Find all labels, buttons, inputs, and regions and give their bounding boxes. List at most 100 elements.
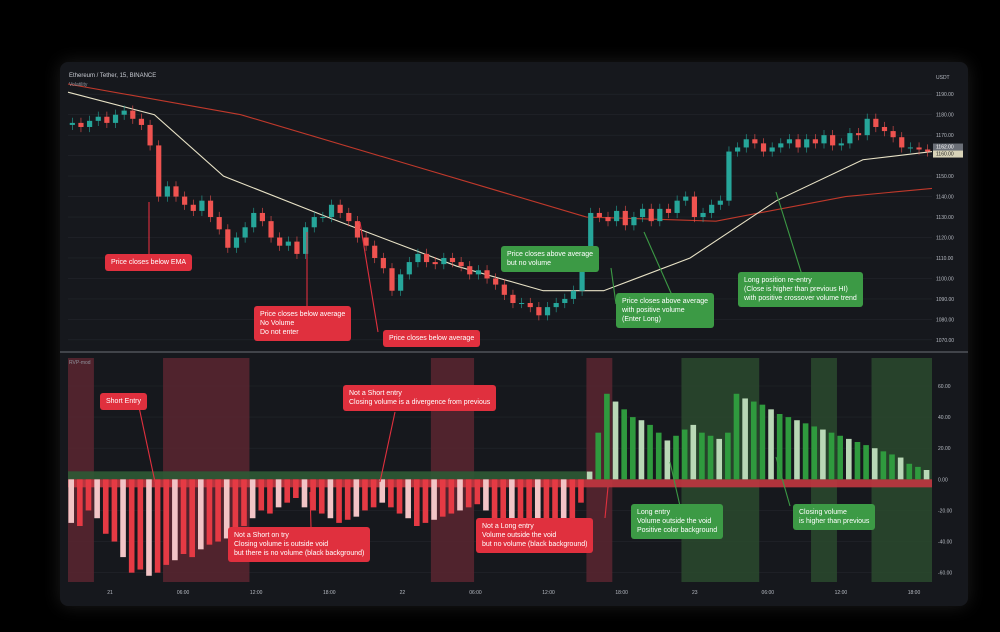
candle-body [346, 212, 352, 222]
price-tick-label: 1130.00 [936, 215, 954, 221]
volume-bar [111, 479, 118, 542]
candle-body [795, 139, 801, 148]
symbol-title: Ethereum / Tether, 15, BINANCE [69, 73, 157, 79]
volume-bar [630, 417, 636, 480]
candle-body [622, 210, 628, 226]
volume-bar [543, 479, 550, 530]
volume-bar [198, 479, 204, 550]
annotation-pointer [775, 456, 791, 507]
volume-bar [414, 479, 420, 526]
volume-tick-label: -20.00 [938, 508, 952, 514]
candle-body [173, 186, 179, 197]
volume-bar [915, 466, 921, 480]
annotation-below-ema: Price closes below EMA [105, 254, 193, 271]
annotation-closing-volume-higher: Closing volume is higher than previous [793, 504, 876, 530]
volume-bar [448, 479, 455, 514]
volume-bar [318, 479, 325, 514]
volume-bar [94, 479, 100, 519]
volume-bar [854, 442, 861, 480]
price-tick-label: 1090.00 [936, 297, 954, 303]
annotation-pointer [359, 221, 379, 333]
volume-bar [889, 454, 895, 480]
volume-tick-label: 40.00 [938, 415, 951, 421]
candle-body [778, 143, 784, 148]
volume-bar [552, 479, 558, 526]
time-tick-label: 22 [400, 590, 406, 596]
annotation-below-average-no-volume: Price closes below average No Volume Do … [254, 306, 352, 341]
candle-body [683, 196, 689, 201]
candle-body [449, 257, 456, 263]
volume-bar [820, 429, 826, 480]
volume-bar [725, 432, 731, 480]
volume-bar [569, 479, 576, 519]
candle-body [812, 139, 818, 144]
candle-body [138, 118, 145, 125]
time-tick-label: 06:00 [177, 590, 190, 596]
volume-bar [690, 424, 697, 480]
volume-bar [68, 479, 75, 523]
candle-body [579, 257, 585, 291]
price-tick-label: 1180.00 [936, 113, 954, 119]
candle-body [328, 204, 335, 218]
candle-body [743, 139, 749, 148]
candle-body [544, 307, 551, 316]
volume-bar [673, 435, 679, 480]
volume-bar [180, 479, 187, 554]
candle-body [553, 303, 559, 308]
overlay-line-average [67, 91, 933, 292]
candle-body [415, 253, 421, 263]
volume-bar [258, 479, 265, 511]
sub-label: Volatility [69, 82, 88, 88]
candle-body [700, 212, 706, 218]
candle-body [881, 126, 888, 132]
void-band-lower [68, 479, 932, 488]
volume-tick-label: 0.00 [938, 477, 948, 483]
annotation-long-entry: Long entry Volume outside the void Posit… [631, 504, 724, 539]
candle-body [847, 133, 853, 144]
price-tick-label: 1140.00 [936, 195, 954, 201]
candle-body [709, 204, 715, 213]
candle-body [735, 147, 741, 152]
candle-body [605, 217, 611, 222]
time-tick-label: 06:00 [762, 590, 775, 596]
volume-bar [526, 479, 532, 539]
candle-body [303, 227, 309, 254]
price-tick-label: 1120.00 [936, 236, 954, 242]
candle-body [147, 124, 153, 146]
candle-body [760, 143, 767, 152]
volume-bar [154, 479, 161, 573]
volume-bar [474, 479, 481, 505]
annotation-short-entry: Short Entry [100, 393, 148, 410]
candle-body [510, 294, 516, 304]
candle-body [164, 186, 170, 197]
volume-bar [759, 404, 766, 480]
candle-body [337, 204, 343, 213]
candle-body [216, 217, 222, 230]
candle-body [596, 212, 602, 218]
candle-body [242, 227, 248, 238]
annotation-pointer [643, 231, 676, 303]
volume-bar [137, 479, 144, 570]
candle-body [657, 208, 663, 222]
volume-bar [146, 479, 152, 576]
candle-body [717, 200, 723, 205]
volume-bar [871, 448, 878, 480]
volume-bar [534, 479, 541, 534]
volume-tick-label: -60.00 [938, 571, 952, 577]
volume-bar [586, 471, 593, 480]
volume-bar [509, 479, 515, 534]
annotation-pointer [604, 486, 609, 519]
volume-bar [699, 432, 705, 480]
annotation-not-short-no-volume: Not a Short on try Closing volume is out… [228, 527, 371, 562]
candle-body [380, 257, 386, 269]
candle-body [907, 147, 913, 149]
time-tick-label: 06:00 [469, 590, 482, 596]
volume-bar [897, 457, 904, 480]
chart-svg[interactable]: 1190.00 1180.00 1170.00 1160.00 1150.00 1140.… [60, 62, 968, 606]
last-price-tag [933, 150, 963, 158]
volume-bar [846, 438, 852, 480]
candle-body [259, 212, 265, 222]
candle-body [294, 241, 300, 254]
volume-bar [828, 432, 835, 480]
candle-body [423, 253, 430, 263]
